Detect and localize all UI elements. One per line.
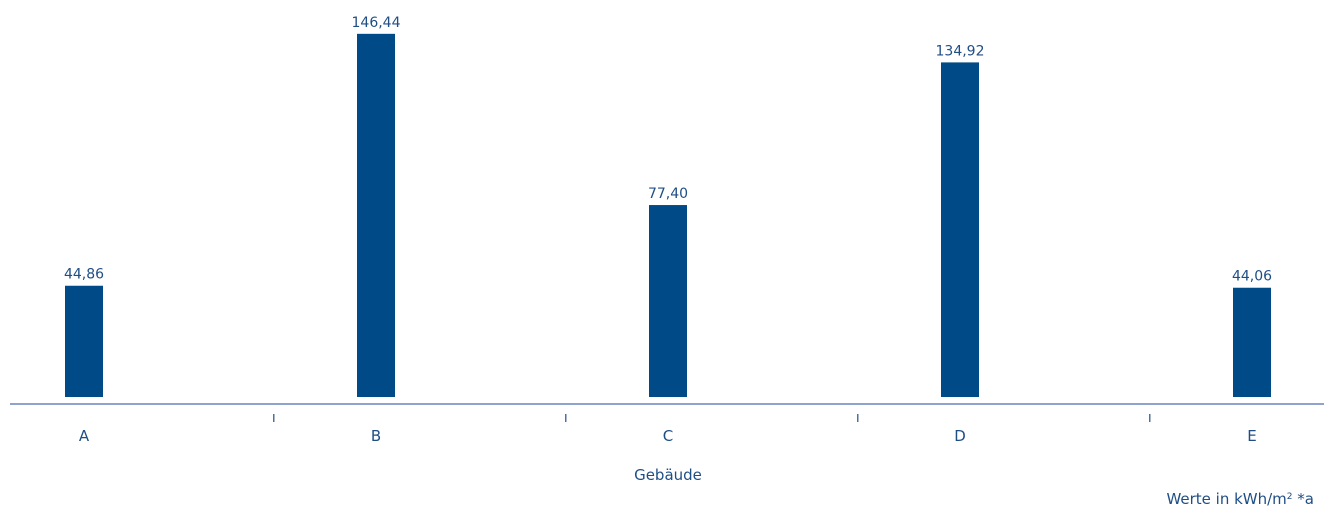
category-label-c: C bbox=[663, 427, 673, 445]
unit-note-superscript: 2 bbox=[1286, 492, 1293, 502]
unit-note-prefix: Werte in kWh/m bbox=[1166, 490, 1287, 508]
bar-d bbox=[941, 62, 979, 397]
value-labels-group: 44,86 146,44 77,40 134,92 44,06 bbox=[64, 15, 1272, 285]
bars-group bbox=[65, 33, 1271, 398]
x-axis-ticks bbox=[273, 414, 1151, 422]
unit-note-suffix: *a bbox=[1292, 490, 1314, 508]
value-label-d: 134,92 bbox=[936, 43, 985, 59]
category-label-d: D bbox=[954, 427, 966, 445]
bar-b bbox=[357, 33, 395, 398]
value-label-e: 44,06 bbox=[1232, 269, 1272, 285]
value-label-c: 77,40 bbox=[648, 186, 688, 202]
category-label-e: E bbox=[1247, 427, 1256, 445]
value-label-b: 146,44 bbox=[352, 15, 401, 31]
x-axis-title: Gebäude bbox=[634, 466, 702, 484]
bar-a bbox=[65, 285, 103, 397]
category-label-b: B bbox=[371, 427, 381, 445]
unit-note: Werte in kWh/m2 *a bbox=[1166, 490, 1314, 508]
bar-e bbox=[1233, 287, 1271, 397]
category-label-a: A bbox=[79, 427, 90, 445]
value-label-a: 44,86 bbox=[64, 267, 104, 283]
bar-c bbox=[649, 205, 687, 397]
category-labels-group: A B C D E bbox=[79, 427, 1257, 445]
